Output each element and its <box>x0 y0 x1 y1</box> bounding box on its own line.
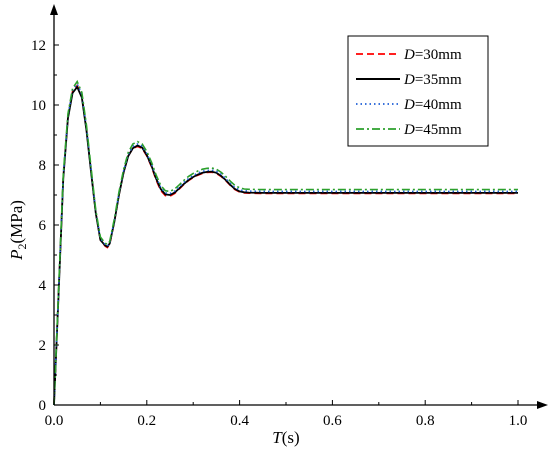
series-line-4 <box>53 79 518 406</box>
x-axis-arrow-icon <box>537 401 548 409</box>
y-axis-title: P2(MPa) <box>7 200 29 261</box>
y-tick-label: 10 <box>31 98 46 114</box>
legend-entry-label: D=35mm <box>403 72 462 88</box>
x-tick-label: 0.6 <box>323 413 342 429</box>
y-axis-arrow-icon <box>50 4 58 15</box>
series-line-2 <box>53 85 518 406</box>
x-tick-label: 0.4 <box>230 413 249 429</box>
legend-entry-label: D=30mm <box>403 47 462 63</box>
legend-entry-label: D=45mm <box>403 122 462 138</box>
y-tick-label: 6 <box>39 218 47 234</box>
axes: 0.0 0.2 0.4 0.6 0.8 1.0 0 2 4 6 8 10 12 T(s) P2(MPa) <box>7 4 548 447</box>
x-axis-title: T(s) <box>272 428 299 447</box>
x-tick-label: 1.0 <box>509 413 528 429</box>
y-tick-label: 4 <box>39 278 47 294</box>
y-tick-label: 0 <box>39 398 47 414</box>
legend-entry-label: D=40mm <box>403 97 462 113</box>
y-tick-label: 2 <box>39 338 47 354</box>
x-tick-label: 0.8 <box>416 413 435 429</box>
y-tick-label: 8 <box>39 158 47 174</box>
plot-area <box>53 79 518 406</box>
x-tick-label: 0.2 <box>137 413 156 429</box>
y-tick-label: 12 <box>31 38 46 54</box>
legend: D=30mm D=35mm D=40mm D=45mm <box>347 35 489 147</box>
x-tick-label: 0.0 <box>45 413 64 429</box>
